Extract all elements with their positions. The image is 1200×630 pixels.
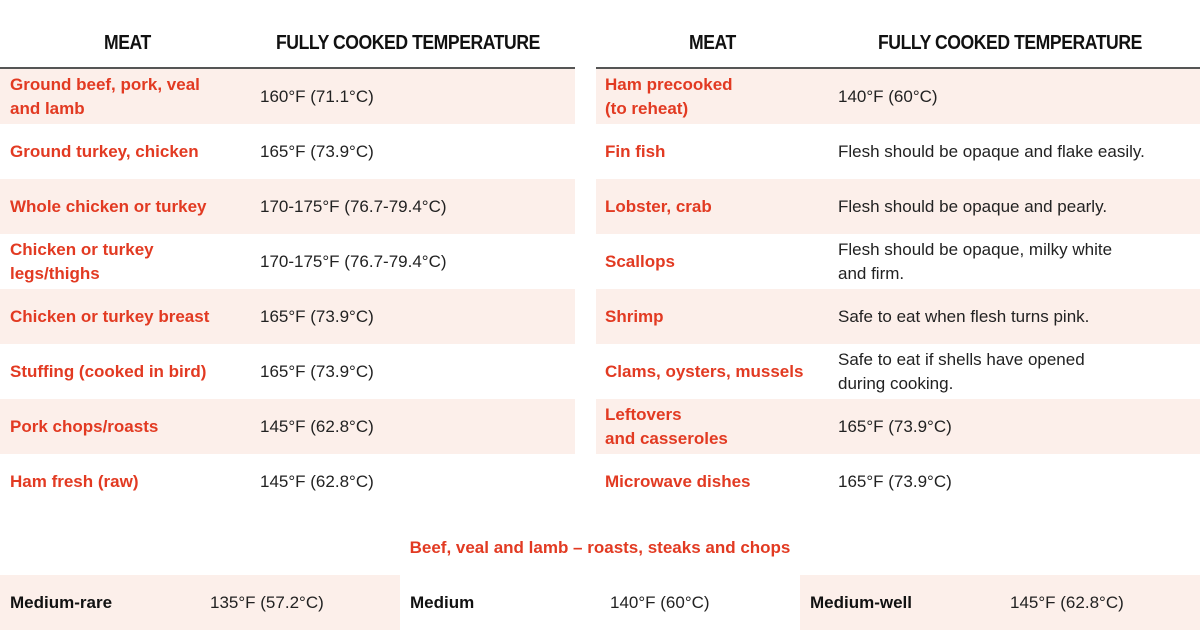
doneness-cell xyxy=(0,575,400,630)
table-row xyxy=(0,289,575,344)
temperature: 170-175°F (76.7-79.4°C) xyxy=(260,196,447,216)
table-row xyxy=(596,179,1200,234)
meat-name: Whole chicken or turkey xyxy=(10,196,207,216)
table-row xyxy=(596,289,1200,344)
table-row xyxy=(0,69,575,124)
doneness-temp: 135°F (57.2°C) xyxy=(210,592,324,612)
meat-name: Ground turkey, chicken xyxy=(10,141,199,161)
temperature: Flesh should be opaque, milky white and … xyxy=(838,239,1113,283)
temperature: 165°F (73.9°C) xyxy=(838,471,952,491)
meat-name: Scallops xyxy=(605,251,675,271)
doneness-temp: 145°F (62.8°C) xyxy=(1010,592,1124,612)
meat-name: Ham precooked (to reheat) xyxy=(605,74,733,118)
temperature: 165°F (73.9°C) xyxy=(838,416,952,436)
table-row xyxy=(0,179,575,234)
temperature: Safe to eat when flesh turns pink. xyxy=(838,306,1090,326)
table-row xyxy=(0,399,575,454)
temperature: 165°F (73.9°C) xyxy=(260,306,374,326)
temperature: Flesh should be opaque and pearly. xyxy=(838,196,1108,216)
meat-name: Ham fresh (raw) xyxy=(10,471,139,491)
temperature: 165°F (73.9°C) xyxy=(260,361,374,381)
meat-name: Leftovers and casseroles xyxy=(605,404,728,448)
meat-name: Fin fish xyxy=(605,141,666,161)
doneness-name: Medium xyxy=(410,592,475,612)
meat-name: Lobster, crab xyxy=(605,196,712,216)
header-cell: FULLY COOKED TEMPERATURE xyxy=(878,32,1142,54)
meat-name: Ground beef, pork, veal and lamb xyxy=(10,74,200,118)
header-cell: MEAT xyxy=(104,32,151,54)
meat-name: Chicken or turkey legs/thighs xyxy=(10,239,154,283)
meat-name: Microwave dishes xyxy=(605,471,751,491)
temperature: 145°F (62.8°C) xyxy=(260,471,374,491)
doneness-cell xyxy=(800,575,1200,630)
meat-name: Stuffing (cooked in bird) xyxy=(10,361,207,381)
doneness-name: Medium-rare xyxy=(10,592,113,612)
header-rule xyxy=(596,67,1200,69)
header-rule xyxy=(0,67,575,69)
temperature: Safe to eat if shells have opened during… xyxy=(838,349,1085,393)
meat-name: Shrimp xyxy=(605,306,664,326)
meat-name: Chicken or turkey breast xyxy=(10,306,210,326)
doneness-name: Medium-well xyxy=(810,592,913,612)
temperature: 160°F (71.1°C) xyxy=(260,86,374,106)
meat-name: Pork chops/roasts xyxy=(10,416,159,436)
temperature: Flesh should be opaque and flake easily. xyxy=(838,141,1145,161)
table-row xyxy=(596,399,1200,454)
temperature: 140°F (60°C) xyxy=(838,86,938,106)
temperature: 165°F (73.9°C) xyxy=(260,141,374,161)
temperature: 170-175°F (76.7-79.4°C) xyxy=(260,251,447,271)
doneness-temp: 140°F (60°C) xyxy=(610,592,710,612)
header-cell: FULLY COOKED TEMPERATURE xyxy=(276,32,540,54)
header-cell: MEAT xyxy=(689,32,736,54)
table-row xyxy=(596,69,1200,124)
meat-name: Clams, oysters, mussels xyxy=(605,361,804,381)
section-title: Beef, veal and lamb – roasts, steaks and… xyxy=(409,538,791,557)
temperature: 145°F (62.8°C) xyxy=(260,416,374,436)
